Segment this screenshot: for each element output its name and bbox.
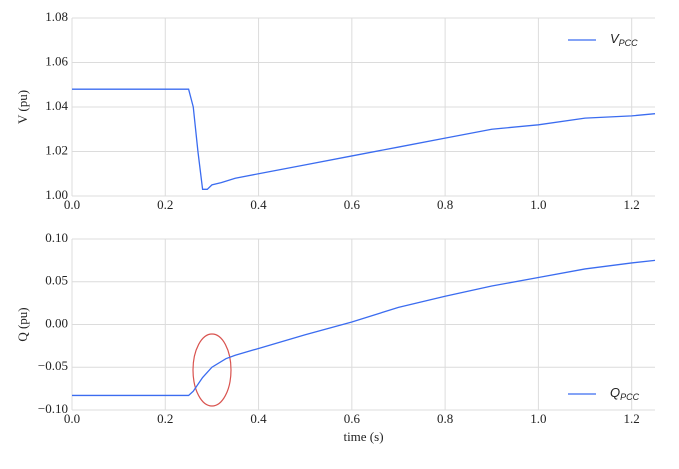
y-tick-label: 0.00 bbox=[45, 315, 68, 330]
x-tick-label: 1.2 bbox=[624, 197, 640, 212]
x-tick-label: 1.0 bbox=[530, 411, 546, 426]
x-tick-label: 0.8 bbox=[437, 197, 453, 212]
highlight-ellipse bbox=[192, 333, 232, 407]
legend-subscript: PCC bbox=[619, 38, 639, 48]
y-tick-label: 0.05 bbox=[45, 273, 68, 288]
y-tick-label: 1.02 bbox=[45, 142, 68, 157]
y-axis-label: V (pu) bbox=[15, 90, 30, 124]
x-tick-label: 1.0 bbox=[530, 197, 546, 212]
legend-name: V bbox=[610, 31, 620, 46]
x-tick-label: 1.2 bbox=[624, 411, 640, 426]
x-tick-label: 0.4 bbox=[250, 197, 267, 212]
data-line bbox=[72, 259, 656, 397]
y-tick-label: 0.10 bbox=[45, 230, 68, 245]
x-tick-label: 0.0 bbox=[64, 197, 80, 212]
x-tick-label: 0.6 bbox=[344, 197, 361, 212]
y-tick-label: 1.04 bbox=[45, 98, 68, 113]
axes: −0.10 −0.05 0.00 0.05 0.10 0.0 0.2 0.4 0.6 0.8 1.0… bbox=[15, 230, 655, 444]
y-tick-label: −0.10 bbox=[38, 401, 68, 416]
legend-name: Q bbox=[610, 385, 620, 400]
x-tick-label: 0.6 bbox=[344, 411, 361, 426]
y-tick-label: 1.06 bbox=[45, 53, 68, 68]
legend-subscript: PCC bbox=[620, 392, 640, 402]
axes: 1.00 1.02 1.04 1.06 1.08 0.0 0.2 0.4 0.6 0.8 1.0 1.… bbox=[15, 9, 655, 212]
x-tick-label: 0.2 bbox=[157, 411, 173, 426]
y-tick-label: 1.00 bbox=[45, 187, 68, 202]
x-tick-label: 0.4 bbox=[250, 411, 267, 426]
legend-label: QPCC bbox=[610, 385, 640, 402]
x-axis-label: time (s) bbox=[343, 429, 383, 444]
y-tick-label: 1.08 bbox=[45, 9, 68, 24]
data-line bbox=[72, 88, 656, 190]
x-tick-label: 0.2 bbox=[157, 197, 173, 212]
x-tick-label: 0.0 bbox=[64, 411, 80, 426]
y-axis-label: Q (pu) bbox=[15, 307, 30, 341]
x-tick-label: 0.8 bbox=[437, 411, 453, 426]
y-tick-label: −0.05 bbox=[38, 358, 68, 373]
legend-label: VPCC bbox=[610, 31, 638, 48]
